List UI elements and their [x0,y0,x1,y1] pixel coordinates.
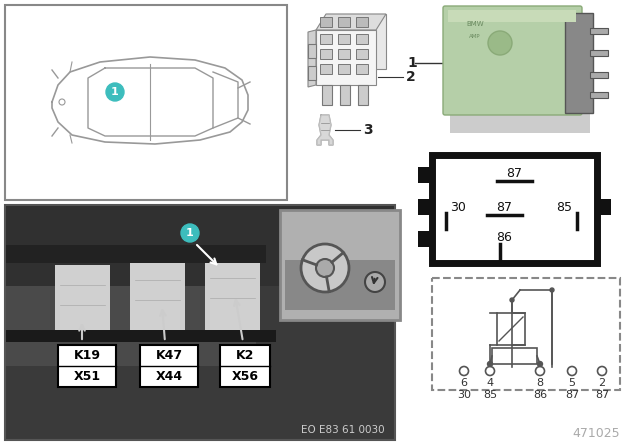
Circle shape [301,244,349,292]
Bar [356,17,368,27]
Bar [590,28,608,34]
Bar [565,13,593,113]
Text: 87: 87 [496,201,512,214]
Bar [492,348,537,364]
Text: 87: 87 [565,390,579,400]
Bar [6,206,394,286]
Polygon shape [317,115,333,145]
Circle shape [486,366,495,375]
Circle shape [568,366,577,375]
Circle shape [538,362,543,366]
Bar [356,49,368,59]
Circle shape [598,366,607,375]
Circle shape [550,288,554,292]
Bar [320,34,332,44]
Text: 30: 30 [450,201,466,214]
Bar [326,14,386,69]
Text: 471025: 471025 [572,427,620,440]
Bar [308,44,316,58]
Bar [358,85,368,105]
Text: 4: 4 [486,378,493,388]
Bar [322,85,332,105]
Bar [5,205,395,440]
FancyBboxPatch shape [443,6,582,115]
Bar [432,278,620,390]
Text: X51: X51 [74,370,100,383]
Text: X44: X44 [156,370,182,383]
Text: 6: 6 [461,378,467,388]
Text: 86: 86 [533,390,547,400]
Bar [418,199,432,215]
Bar [5,5,287,200]
Text: 85: 85 [556,201,572,214]
Text: 8: 8 [536,378,543,388]
Bar [130,260,185,340]
Bar [6,286,256,366]
Bar [55,265,110,340]
Bar [497,313,525,345]
Bar [338,34,350,44]
Bar [6,245,266,263]
Bar [340,85,350,105]
Bar [338,49,350,59]
Circle shape [181,224,199,242]
Bar [418,167,432,183]
Circle shape [316,259,334,277]
Circle shape [536,366,545,375]
Polygon shape [308,30,316,87]
Bar [590,72,608,78]
Bar [597,199,611,215]
Bar [320,49,332,59]
Bar [6,330,276,342]
Text: 86: 86 [496,231,512,244]
Text: 2: 2 [406,70,416,84]
Bar [58,345,116,387]
Text: 87: 87 [506,167,522,180]
Bar [320,17,332,27]
Circle shape [510,298,514,302]
Circle shape [365,272,385,292]
Bar [356,64,368,74]
Text: K19: K19 [74,349,100,362]
Bar [590,92,608,98]
Text: AMP: AMP [469,34,481,39]
Bar [418,231,432,247]
Bar [338,64,350,74]
Text: 3: 3 [363,123,372,137]
Bar [285,260,395,310]
Bar [316,30,376,85]
Text: 30: 30 [457,390,471,400]
Text: 5: 5 [568,378,575,388]
Text: 2: 2 [598,378,605,388]
Bar [356,34,368,44]
Circle shape [106,83,124,101]
Text: 1: 1 [111,87,119,97]
Text: 1: 1 [407,56,417,70]
Text: K2: K2 [236,349,254,362]
Text: X56: X56 [232,370,259,383]
Bar [280,210,400,320]
Text: 85: 85 [483,390,497,400]
Circle shape [488,31,512,55]
Bar [320,64,332,74]
Bar [205,258,260,338]
Bar [308,66,316,80]
Bar [448,10,576,22]
Text: BMW: BMW [466,21,484,27]
Polygon shape [316,14,386,30]
Bar [140,345,198,387]
Bar [220,345,270,387]
Text: K47: K47 [156,349,182,362]
Text: 87: 87 [595,390,609,400]
Bar [590,50,608,56]
Bar [338,17,350,27]
Bar [432,155,597,263]
Circle shape [488,362,493,366]
Circle shape [460,366,468,375]
Text: EO E83 61 0030: EO E83 61 0030 [301,425,385,435]
Text: 1: 1 [186,228,194,238]
Bar [450,13,590,133]
